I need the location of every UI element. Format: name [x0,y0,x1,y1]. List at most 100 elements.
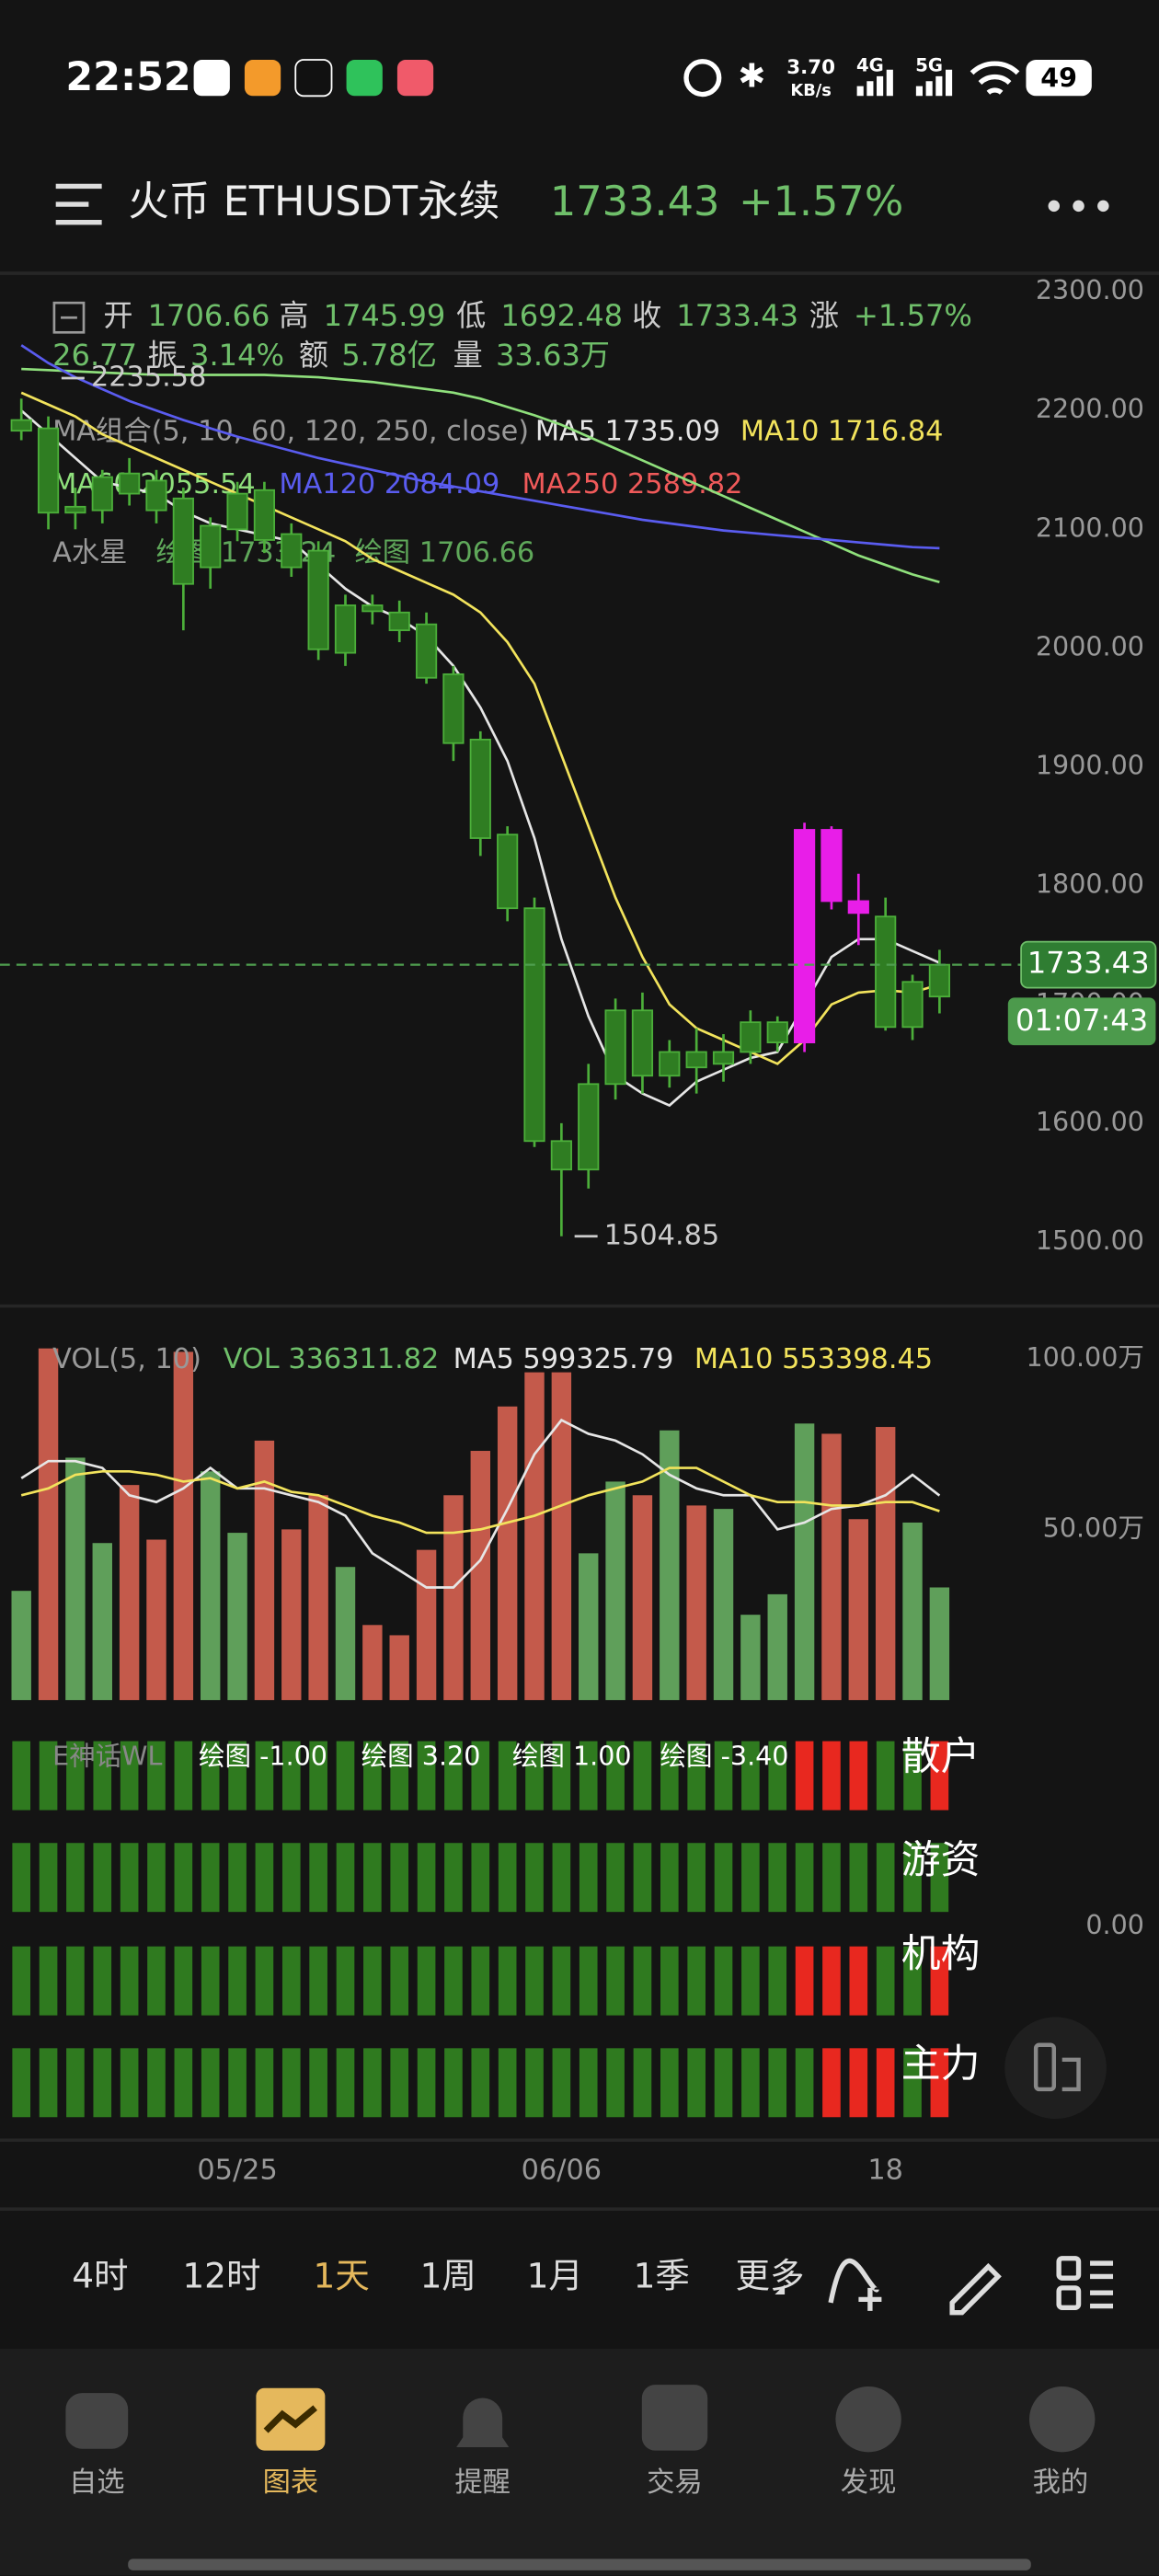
info-label: 开 [103,298,132,333]
volume-bar [362,1625,383,1700]
layout-button[interactable] [1056,2256,1114,2310]
y-tick-label: 50.00万 [1043,1512,1144,1543]
timeframe-tab[interactable]: 4时 [72,2256,128,2296]
symbol-title: 火币 ETHUSDT永续 [128,178,499,225]
signal-bar [147,1946,166,2016]
nav-icon [1029,2386,1096,2453]
volume-bar [281,1529,302,1700]
signal-bar [281,1741,301,1811]
signal-bar [741,1946,760,2016]
indicator-button[interactable] [828,2258,882,2311]
signal-bar [228,1843,247,1913]
info-value: 1692.48 [500,298,623,333]
collapse-button[interactable] [52,301,86,334]
nav-tab[interactable]: 发现 [841,2467,897,2499]
draw-button[interactable] [949,2262,1002,2316]
signal-bar [255,1946,274,2016]
more-arrow [775,2284,786,2295]
signal-bar [687,2048,706,2118]
x-tick-label: 18 [867,2155,903,2187]
volume-bar [308,1495,328,1700]
volume-bar [470,1451,491,1700]
signal-bar [849,1741,868,1811]
nav-tab[interactable]: 交易 [647,2467,703,2499]
volume-bar [929,1587,950,1700]
signal-bar [255,1843,274,1913]
more-button[interactable] [1048,200,1109,213]
signal-bar [390,2048,409,2118]
candle-body [685,1051,707,1069]
signal-bar [471,1946,490,2016]
signal-bar [903,1741,922,1811]
volume-bar [389,1635,409,1700]
candle-body [442,673,465,744]
countdown: 01:07:43 [1016,1003,1148,1038]
signal-bar [174,1843,193,1913]
volume-bar [65,1457,86,1700]
candle-body [740,1021,762,1053]
info-value: 1733.43 [676,298,798,333]
signal-bar [822,1741,841,1811]
volume-bar [605,1481,625,1700]
annotation: 2235.58 [91,361,206,393]
signal-bar [795,1946,814,2016]
signal-bar [93,1741,112,1811]
timeframe-tab[interactable]: 12时 [182,2256,260,2296]
volume-bar [146,1539,166,1700]
signal-bar [525,1946,544,2016]
signal-bar [12,1946,31,2016]
timeframe-tab[interactable]: 更多 [736,2256,805,2296]
candle-body [119,472,141,495]
signal-bar [444,1946,463,2016]
nav-tab[interactable]: 自选 [69,2467,125,2499]
timeframe-tab[interactable]: 1天 [314,2256,370,2296]
signal-bar [281,2048,301,2118]
volume-bar [794,1423,815,1700]
candle-body [388,611,410,631]
signal-bar [498,2048,517,2118]
timeframe-tab[interactable]: 1季 [634,2256,690,2296]
signal-bar [255,2048,274,2118]
signal-bar [255,1741,274,1811]
signal-bar [120,1741,139,1811]
candle-body [847,900,869,914]
candle-body [820,829,843,903]
volume-bar [579,1553,599,1700]
signal-bar [714,1741,733,1811]
volume-bar [767,1593,787,1700]
nav-tab[interactable]: 我的 [1033,2467,1089,2499]
y-tick-label: 2300.00 [1036,274,1144,305]
signal-bar [633,2048,652,2118]
nav-tab[interactable]: 提醒 [454,2467,511,2499]
signal-bar [687,1741,706,1811]
nav-tab[interactable]: 图表 [263,2467,319,2499]
ma-line [20,391,940,1065]
menu-button[interactable] [55,183,102,225]
wifi-icon [970,61,1020,95]
signal-bar [849,1843,868,1913]
signal-bar [903,1843,922,1913]
signal-bar [444,2048,463,2118]
volume-bar [660,1430,680,1700]
timeframe-tab[interactable]: 1月 [527,2256,583,2296]
signal-bar [66,1741,85,1811]
ma-legend: MA250 2589.82 [522,468,743,500]
app-icon [396,60,434,97]
info-value: +1.57% [854,298,972,333]
clock: 22:52 [65,54,190,100]
volume-bar [443,1495,464,1700]
signal-bar [309,1946,327,2016]
speed: 3.70 [786,56,835,79]
signal-bar [93,1843,112,1913]
volume-bar [38,1348,59,1700]
volume-legend: MA5 599325.79 [453,1343,674,1375]
timeframe-tab[interactable]: 1周 [420,2256,476,2296]
info-label: 量 [453,338,483,373]
signal-bar [39,2048,58,2118]
last-price-label: 1733.43 [1027,946,1150,981]
y-tick-label: 100.00万 [1027,1341,1144,1373]
volume-bar [173,1351,194,1700]
home-indicator [128,2559,1031,2570]
